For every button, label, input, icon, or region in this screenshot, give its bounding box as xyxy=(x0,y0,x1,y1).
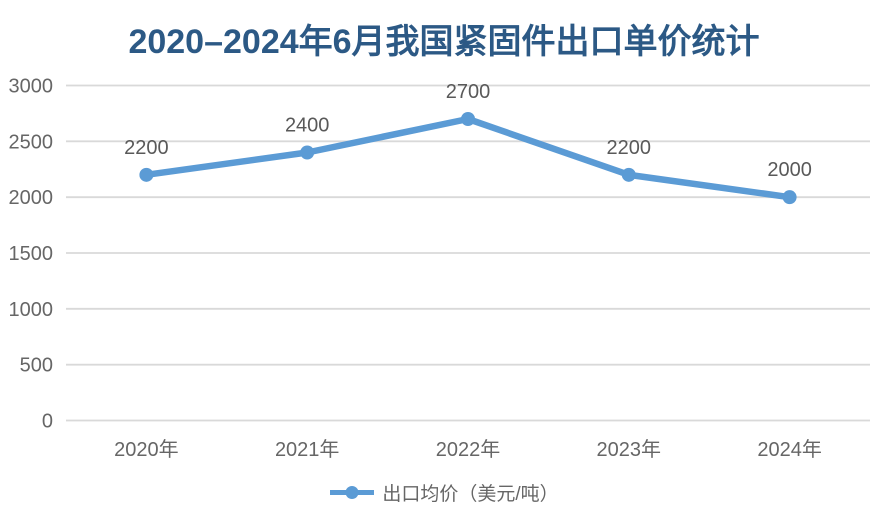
data-label: 2000 xyxy=(767,159,812,181)
data-point-marker xyxy=(621,167,636,182)
y-axis-tick-label: 3000 xyxy=(9,76,54,98)
y-axis-tick-label: 2000 xyxy=(9,187,54,209)
legend-series-label: 出口均价（美元/吨） xyxy=(382,483,559,505)
x-axis-tick-label: 2022年 xyxy=(436,438,501,461)
x-axis-tick-label: 2023年 xyxy=(597,438,662,461)
data-point-marker xyxy=(782,190,797,205)
x-axis-tick-label: 2020年 xyxy=(114,438,179,461)
y-axis-tick-label: 1500 xyxy=(9,243,54,265)
data-label: 2200 xyxy=(607,137,652,159)
data-point-marker xyxy=(139,167,154,182)
data-label: 2400 xyxy=(285,115,330,137)
legend-dot xyxy=(345,485,359,499)
legend-line-marker-icon xyxy=(330,485,375,499)
data-point-marker xyxy=(461,112,475,126)
data-label: 2200 xyxy=(124,137,169,159)
y-axis-tick-label: 2500 xyxy=(9,131,54,153)
y-axis-tick-label: 0 xyxy=(42,411,53,433)
data-label: 2700 xyxy=(446,81,491,103)
legend: 出口均价（美元/吨） xyxy=(0,478,888,506)
series-line xyxy=(143,115,793,201)
x-axis-tick-label: 2021年 xyxy=(275,438,340,461)
y-axis-tick-label: 500 xyxy=(20,355,53,377)
y-axis-tick-label: 1000 xyxy=(9,299,54,321)
x-axis-tick-label: 2024年 xyxy=(757,438,822,461)
chart-title: 2020–2024年6月我国紧固件出口单价统计 xyxy=(128,23,760,61)
data-point-marker xyxy=(300,145,315,160)
